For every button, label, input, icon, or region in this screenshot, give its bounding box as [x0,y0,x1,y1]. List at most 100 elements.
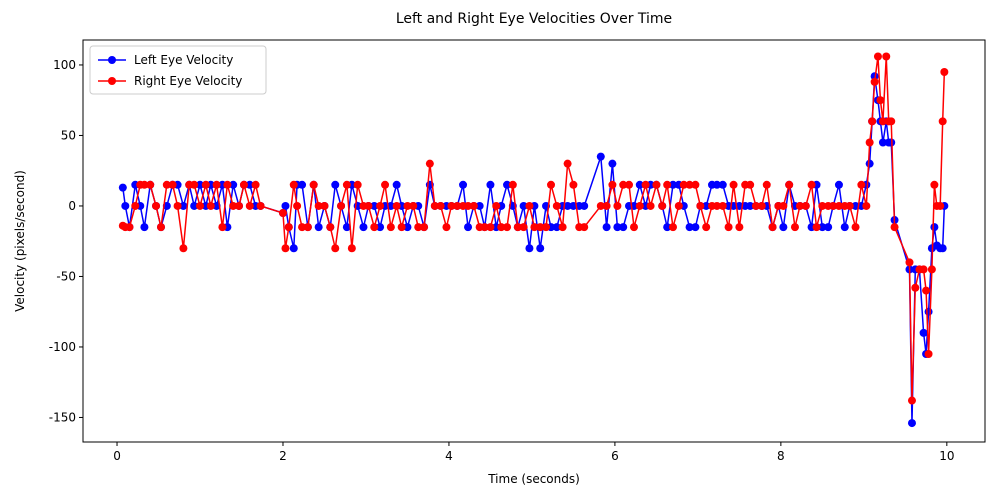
point [289,244,298,253]
x-tick-label: 4 [445,449,453,463]
point [486,180,495,189]
point [712,201,721,210]
y-axis-label: Velocity (pixels/second) [13,170,27,312]
point [173,201,182,210]
point [425,159,434,168]
point [508,180,517,189]
point [331,244,340,253]
point [613,223,622,232]
point [552,201,561,210]
point [757,201,766,210]
legend-marker [108,77,116,85]
point [663,180,672,189]
point [530,223,539,232]
point [685,223,694,232]
point [293,201,302,210]
point [121,201,130,210]
point [930,180,939,189]
point [239,180,248,189]
legend: Left Eye Velocity Right Eye Velocity [89,45,267,95]
point [447,201,456,210]
point [409,201,418,210]
point [936,201,945,210]
legend-label: Left Eye Velocity [134,53,233,67]
point [190,201,199,210]
point [818,223,827,232]
chart-title: Left and Right Eye Velocities Over Time [396,11,672,27]
legend-marker [108,56,116,64]
point [420,223,429,232]
point [125,223,134,232]
point [519,223,528,232]
point [691,223,700,232]
point [558,223,567,232]
point [414,223,423,232]
point [938,244,947,253]
point [679,180,688,189]
y-tick-label: -150 [49,410,76,424]
point [168,180,177,189]
point [580,201,589,210]
point [712,180,721,189]
point [779,201,788,210]
point [459,180,468,189]
point [486,223,495,232]
point [464,201,473,210]
point [223,180,232,189]
point [807,180,816,189]
point [851,223,860,232]
point [218,223,227,232]
point [790,223,799,232]
point [284,223,293,232]
point [251,180,260,189]
point [179,201,188,210]
point [625,180,634,189]
x-tick-label: 2 [279,449,287,463]
point [342,223,351,232]
point [619,223,628,232]
point [513,223,522,232]
point [862,201,871,210]
point [245,180,254,189]
point [536,244,545,253]
point [596,152,605,161]
point [563,201,572,210]
y-tick-label: 100 [53,58,76,72]
point [663,223,672,232]
point [331,180,340,189]
point [834,201,843,210]
point [768,223,777,232]
y-tick-label: 50 [61,128,76,142]
y-tick-label: 0 [68,199,76,213]
point [919,265,928,274]
point [314,201,323,210]
point [751,201,760,210]
point [235,201,244,210]
point [245,201,254,210]
series [118,72,949,428]
x-tick-label: 0 [113,449,121,463]
point [746,201,755,210]
point [729,180,738,189]
series [118,52,949,405]
point [196,180,205,189]
point [873,52,882,61]
point [370,223,379,232]
point [359,223,368,232]
legend-label: Right Eye Velocity [134,74,242,88]
point [403,223,412,232]
point [924,350,933,359]
point [845,201,854,210]
point [392,201,401,210]
point [381,180,390,189]
point [674,201,683,210]
point [580,223,589,232]
point [746,180,755,189]
point [370,201,379,210]
point [430,201,439,210]
point [397,223,406,232]
point [342,180,351,189]
legend-box [89,45,267,95]
point [256,201,265,210]
point [162,180,171,189]
